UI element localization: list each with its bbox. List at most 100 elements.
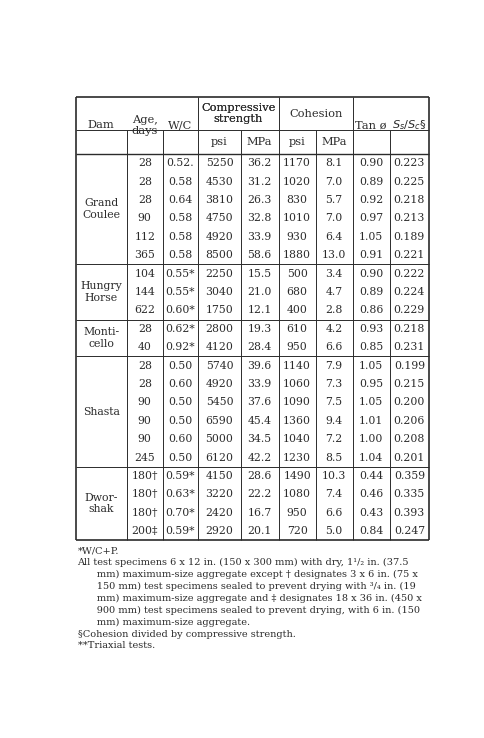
Text: 5250: 5250: [205, 158, 233, 168]
Text: 0.55*: 0.55*: [166, 269, 195, 278]
Text: 0.213: 0.213: [393, 213, 424, 224]
Text: 37.6: 37.6: [247, 397, 271, 407]
Text: 2920: 2920: [205, 526, 233, 536]
Text: 1750: 1750: [205, 306, 233, 315]
Text: 7.5: 7.5: [325, 397, 342, 407]
Text: 90: 90: [137, 434, 151, 444]
Text: 1.04: 1.04: [358, 452, 382, 463]
Text: 1230: 1230: [283, 452, 311, 463]
Text: 0.222: 0.222: [393, 269, 424, 278]
Text: 1040: 1040: [283, 434, 310, 444]
Text: 0.97: 0.97: [359, 213, 382, 224]
Text: 0.206: 0.206: [393, 415, 424, 426]
Text: 830: 830: [286, 195, 307, 205]
Text: 1.05: 1.05: [358, 232, 382, 242]
Text: 0.58: 0.58: [168, 176, 192, 187]
Text: 0.225: 0.225: [393, 176, 424, 187]
Text: 0.84: 0.84: [358, 526, 382, 536]
Text: 5000: 5000: [205, 434, 233, 444]
Text: 0.86: 0.86: [358, 306, 383, 315]
Text: W/C: W/C: [168, 120, 192, 131]
Text: 4750: 4750: [205, 213, 233, 224]
Text: 1090: 1090: [283, 397, 310, 407]
Text: 90: 90: [137, 213, 151, 224]
Text: 6.6: 6.6: [325, 508, 342, 518]
Text: 3220: 3220: [205, 489, 233, 500]
Text: 0.95: 0.95: [359, 379, 382, 389]
Text: 0.50: 0.50: [168, 361, 192, 370]
Text: 500: 500: [286, 269, 307, 278]
Text: 0.223: 0.223: [393, 158, 424, 168]
Text: 0.189: 0.189: [393, 232, 424, 242]
Text: 365: 365: [134, 250, 155, 260]
Text: 0.218: 0.218: [393, 195, 424, 205]
Text: MPa: MPa: [321, 137, 346, 147]
Text: mm) maximum-size aggregate.: mm) maximum-size aggregate.: [77, 618, 249, 627]
Text: 0.60: 0.60: [168, 379, 192, 389]
Text: 0.50: 0.50: [168, 452, 192, 463]
Text: Dam: Dam: [88, 120, 114, 131]
Text: 950: 950: [286, 342, 307, 352]
Text: 400: 400: [286, 306, 307, 315]
Text: 950: 950: [286, 508, 307, 518]
Text: 610: 610: [286, 324, 307, 334]
Text: 200‡: 200‡: [131, 526, 158, 536]
Text: 1490: 1490: [283, 471, 310, 481]
Text: 0.335: 0.335: [393, 489, 424, 500]
Text: 1880: 1880: [283, 250, 311, 260]
Text: 0.221: 0.221: [393, 250, 424, 260]
Text: 26.3: 26.3: [247, 195, 272, 205]
Text: 0.59*: 0.59*: [166, 471, 195, 481]
Text: 10.3: 10.3: [321, 471, 346, 481]
Text: 0.90: 0.90: [358, 158, 382, 168]
Text: 0.63*: 0.63*: [165, 489, 195, 500]
Text: 0.62*: 0.62*: [165, 324, 195, 334]
Text: 0.89: 0.89: [358, 176, 382, 187]
Text: 58.6: 58.6: [247, 250, 271, 260]
Text: Shasta: Shasta: [83, 407, 120, 416]
Text: 0.50: 0.50: [168, 415, 192, 426]
Text: Tan ø: Tan ø: [355, 120, 386, 131]
Text: 90: 90: [137, 415, 151, 426]
Text: Monti-
cello: Monti- cello: [83, 327, 119, 349]
Text: 6590: 6590: [205, 415, 233, 426]
Text: 0.52.: 0.52.: [166, 158, 194, 168]
Text: 0.393: 0.393: [393, 508, 424, 518]
Text: 900 mm) test specimens sealed to prevent drying, with 6 in. (150: 900 mm) test specimens sealed to prevent…: [77, 606, 419, 615]
Text: 0.208: 0.208: [393, 434, 424, 444]
Text: §Cohesion divided by compressive strength.: §Cohesion divided by compressive strengt…: [77, 630, 295, 638]
Text: 6.6: 6.6: [325, 342, 342, 352]
Text: 245: 245: [134, 452, 155, 463]
Text: 4920: 4920: [205, 379, 233, 389]
Text: 0.64: 0.64: [168, 195, 192, 205]
Text: 0.215: 0.215: [393, 379, 424, 389]
Text: 28.6: 28.6: [247, 471, 272, 481]
Text: 0.70*: 0.70*: [166, 508, 195, 518]
Text: 930: 930: [286, 232, 307, 242]
Text: 3.4: 3.4: [325, 269, 342, 278]
Text: 22.2: 22.2: [247, 489, 272, 500]
Text: 0.359: 0.359: [393, 471, 424, 481]
Text: 5740: 5740: [205, 361, 233, 370]
Text: Dwor-
shak: Dwor- shak: [84, 493, 118, 514]
Text: 6.4: 6.4: [325, 232, 342, 242]
Text: 0.85: 0.85: [358, 342, 382, 352]
Text: 0.46: 0.46: [358, 489, 382, 500]
Text: 0.43: 0.43: [358, 508, 382, 518]
Text: $\mathit{S_s/S_c}$§: $\mathit{S_s/S_c}$§: [391, 119, 426, 132]
Text: 28: 28: [137, 379, 151, 389]
Text: Grand
Coulee: Grand Coulee: [82, 199, 120, 220]
Text: 16.7: 16.7: [247, 508, 271, 518]
Text: MPa: MPa: [246, 137, 272, 147]
Text: 0.93: 0.93: [358, 324, 382, 334]
Text: 33.9: 33.9: [247, 379, 271, 389]
Text: 19.3: 19.3: [247, 324, 271, 334]
Text: 12.1: 12.1: [247, 306, 272, 315]
Text: 0.58: 0.58: [168, 232, 192, 242]
Text: 112: 112: [134, 232, 155, 242]
Text: 3040: 3040: [205, 287, 233, 297]
Text: 4920: 4920: [205, 232, 233, 242]
Text: 1.00: 1.00: [358, 434, 383, 444]
Text: 15.5: 15.5: [247, 269, 271, 278]
Text: *W/C+P.: *W/C+P.: [77, 546, 119, 555]
